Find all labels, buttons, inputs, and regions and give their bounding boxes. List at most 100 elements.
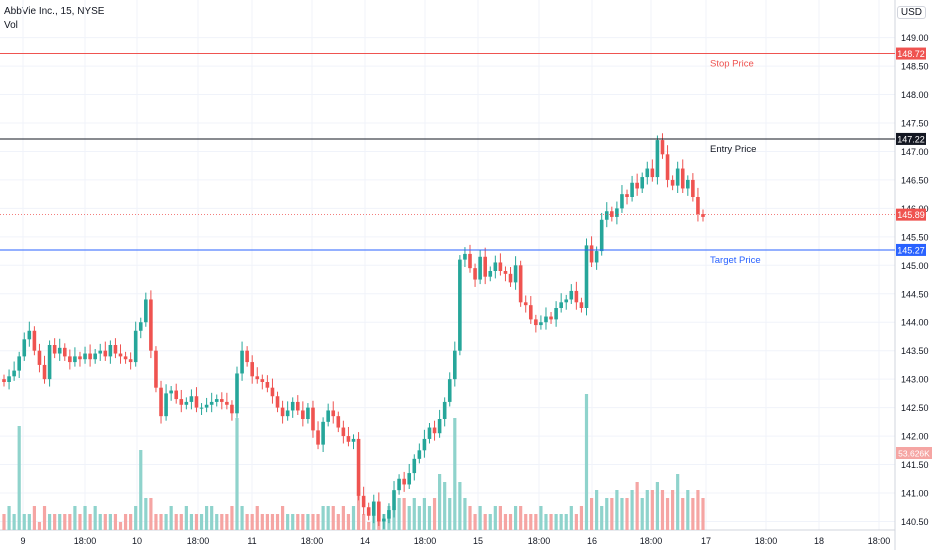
price-tag bbox=[896, 132, 926, 145]
volume-bar bbox=[681, 498, 685, 530]
y-tick-label: 144.50 bbox=[901, 289, 929, 299]
candle-body bbox=[133, 330, 138, 363]
volume-bar bbox=[595, 490, 599, 530]
candle-body bbox=[513, 265, 518, 283]
candle-body bbox=[630, 182, 634, 197]
candle-body bbox=[650, 168, 655, 178]
y-tick-label: 145.00 bbox=[901, 261, 929, 271]
candle-body bbox=[93, 353, 97, 360]
volume-bar bbox=[194, 514, 199, 530]
candle-body bbox=[199, 407, 204, 409]
volume-bar bbox=[630, 490, 634, 530]
candle-body bbox=[47, 345, 52, 380]
volume-bar bbox=[73, 506, 77, 530]
y-tick-label: 143.50 bbox=[901, 346, 929, 356]
candle-body bbox=[539, 322, 543, 326]
candle-body bbox=[371, 501, 376, 516]
volume-bar bbox=[574, 514, 578, 530]
last-price-label: 145.89 bbox=[897, 210, 925, 220]
candle-body bbox=[245, 350, 249, 363]
y-tick-label: 147.00 bbox=[901, 147, 929, 157]
x-tick-label: 10 bbox=[132, 536, 142, 546]
candle-body bbox=[691, 179, 695, 197]
candle-body bbox=[336, 416, 341, 428]
candle-body bbox=[250, 362, 254, 377]
volume-bar bbox=[331, 506, 335, 530]
y-tick-label: 141.00 bbox=[901, 489, 929, 499]
volume-bar bbox=[164, 514, 168, 530]
currency-button[interactable]: USD bbox=[896, 6, 926, 19]
candle-body bbox=[680, 168, 685, 189]
candle-body bbox=[422, 438, 427, 451]
candle-body bbox=[169, 390, 173, 394]
candle-body bbox=[7, 376, 11, 382]
volume-bar bbox=[508, 514, 513, 530]
y-tick-label: 140.50 bbox=[901, 517, 929, 527]
volume-bar bbox=[463, 498, 467, 530]
candle-body bbox=[154, 350, 158, 388]
candle-body bbox=[478, 256, 482, 280]
y-tick-label: 144.00 bbox=[901, 318, 929, 328]
y-tick-label: 149.00 bbox=[901, 33, 929, 43]
volume-bar bbox=[640, 498, 644, 530]
candle-body bbox=[589, 245, 594, 263]
candle-body bbox=[382, 518, 386, 522]
candle-body bbox=[123, 356, 128, 360]
volume-bar bbox=[296, 514, 300, 530]
volume-bar bbox=[63, 514, 67, 530]
volume-bar bbox=[189, 514, 194, 530]
volume-bar bbox=[255, 506, 259, 530]
volume-bar bbox=[7, 506, 11, 530]
volume-bar bbox=[427, 506, 432, 530]
y-tick-label: 145.50 bbox=[901, 232, 929, 242]
volume-bar bbox=[615, 490, 619, 530]
volume-bar bbox=[569, 506, 573, 530]
volume-bar bbox=[691, 498, 695, 530]
volume-bar bbox=[483, 514, 487, 530]
x-tick-label: 15 bbox=[473, 536, 483, 546]
volume-bar bbox=[341, 506, 345, 530]
candle-body bbox=[209, 401, 214, 405]
volume-bar bbox=[362, 514, 366, 530]
volume-bar bbox=[605, 498, 609, 530]
candle-body bbox=[83, 353, 87, 360]
candle-body bbox=[620, 194, 624, 209]
candle-body bbox=[144, 299, 148, 323]
candle-body bbox=[128, 359, 133, 363]
volume-bar bbox=[17, 426, 21, 530]
volume-bar bbox=[534, 514, 538, 530]
volume-bar bbox=[321, 506, 325, 530]
candle-body bbox=[564, 299, 569, 303]
candle-body bbox=[594, 251, 599, 263]
x-tick-label: 18:00 bbox=[868, 536, 891, 546]
volume-bar bbox=[230, 506, 234, 530]
y-tick-label: 148.00 bbox=[901, 90, 929, 100]
candle-body bbox=[574, 290, 579, 303]
candle-body bbox=[225, 401, 229, 405]
candle-body bbox=[2, 379, 6, 382]
volume-bar bbox=[351, 506, 356, 530]
candle-body bbox=[645, 168, 650, 178]
volume-bar bbox=[311, 514, 315, 530]
candle-body bbox=[316, 430, 320, 445]
candle-body bbox=[27, 330, 32, 340]
volume-bar bbox=[205, 506, 209, 530]
candle-body bbox=[392, 490, 396, 511]
x-tick-label: 18:00 bbox=[755, 536, 778, 546]
volume-bar bbox=[123, 514, 128, 530]
volume-bar bbox=[326, 506, 330, 530]
candle-body bbox=[285, 410, 290, 417]
candle-body bbox=[204, 404, 209, 408]
x-tick-label: 9 bbox=[20, 536, 25, 546]
y-tick-label: 143.00 bbox=[901, 375, 929, 385]
x-tick-label: 17 bbox=[701, 536, 711, 546]
volume-bar bbox=[250, 514, 254, 530]
level-label: Stop Price bbox=[710, 59, 754, 70]
candle-body bbox=[599, 219, 604, 252]
candle-body bbox=[12, 370, 16, 377]
level-label: Target Price bbox=[710, 255, 761, 266]
candle-body bbox=[503, 271, 508, 274]
candle-body bbox=[437, 419, 442, 434]
volume-bar bbox=[346, 514, 351, 530]
